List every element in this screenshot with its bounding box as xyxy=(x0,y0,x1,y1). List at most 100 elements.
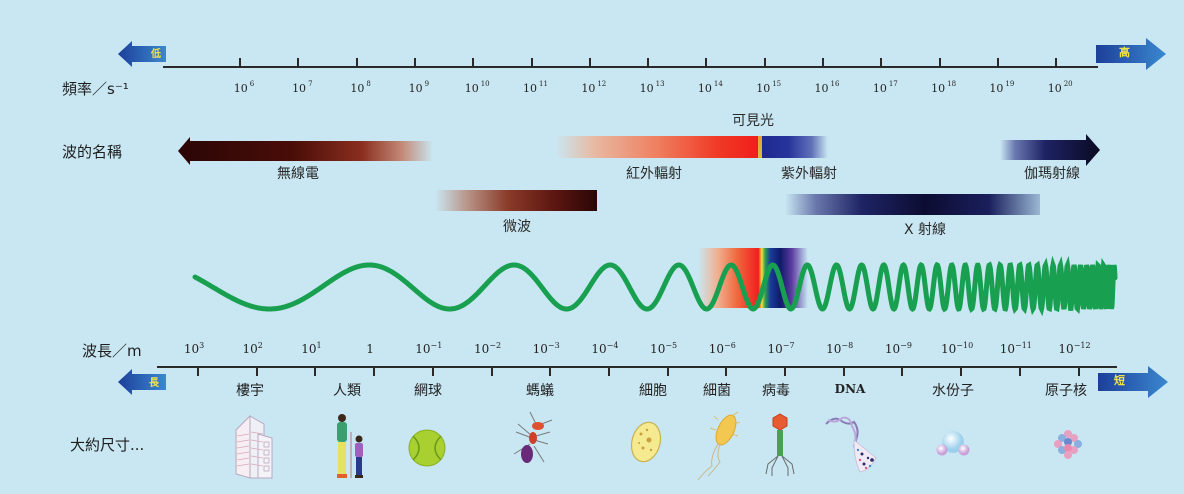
frequency-tick-label: 10 13 xyxy=(639,80,665,95)
object-label-building: 樓宇 xyxy=(236,383,264,399)
frequency-tick-label: 10 20 xyxy=(1047,80,1073,95)
frequency-tick xyxy=(705,58,708,67)
long-arrow-icon xyxy=(118,369,166,395)
wavelength-tick-label: 10−10 xyxy=(941,341,974,356)
low-label: 低 xyxy=(151,49,161,60)
wavelength-tick xyxy=(725,367,728,376)
frequency-tick xyxy=(938,58,941,67)
frequency-tick-label: 10 6 xyxy=(233,80,255,95)
high-label: 高 xyxy=(1119,46,1130,59)
frequency-tick xyxy=(763,58,766,67)
wavelength-tick-label: 10−4 xyxy=(591,341,619,356)
short-label: 短 xyxy=(1114,374,1125,387)
wavelength-tick xyxy=(549,367,552,376)
wave-names-label: 波的名稱 xyxy=(62,143,123,161)
frequency-tick xyxy=(996,58,999,67)
wavelength-tick-label: 10−11 xyxy=(999,341,1032,356)
object-label-water-molecule: 水份子 xyxy=(932,383,974,399)
wave-illustration xyxy=(192,248,1118,317)
microwave-label: 微波 xyxy=(503,219,531,235)
wavelength-tick xyxy=(1077,367,1080,376)
frequency-tick xyxy=(355,58,358,67)
wavelength-tick xyxy=(842,367,845,376)
size-comparison-label: 大約尺寸... xyxy=(70,436,145,454)
ultraviolet-label: 紫外輻射 xyxy=(781,166,837,182)
wavelength-tick xyxy=(255,367,258,376)
frequency-axis-label: 頻率／s⁻¹ xyxy=(62,80,129,98)
frequency-tick-label: 10 7 xyxy=(292,80,313,95)
visible-light-label: 可見光 xyxy=(732,113,774,129)
wavelength-tick-label: 1 xyxy=(366,342,374,356)
wavelength-tick xyxy=(431,367,434,376)
frequency-tick-label: 10 8 xyxy=(350,80,371,95)
atomic-nucleus-icon xyxy=(1054,430,1082,459)
gamma-label: 伽瑪射線 xyxy=(1024,166,1080,182)
frequency-tick xyxy=(880,58,883,67)
frequency-tick-label: 10 18 xyxy=(931,80,957,95)
frequency-tick xyxy=(647,58,650,67)
frequency-tick-label: 10 10 xyxy=(464,80,490,95)
water-molecule-icon xyxy=(936,431,970,456)
infrared-band xyxy=(555,136,758,158)
gamma-band xyxy=(1000,134,1100,166)
radio-band xyxy=(178,137,433,165)
wavelength-axis-label: 波長／m xyxy=(82,342,142,360)
wavelength-tick xyxy=(784,367,786,376)
xray-band xyxy=(785,194,1040,215)
building-icon xyxy=(235,414,273,479)
virus-icon xyxy=(765,413,795,476)
visible-light-band xyxy=(758,136,762,158)
tennis-ball-icon xyxy=(408,429,446,467)
wavelength-tick-label: 10−6 xyxy=(708,341,736,356)
frequency-tick xyxy=(588,58,591,67)
long-label: 長 xyxy=(149,378,159,389)
frequency-tick xyxy=(413,58,416,67)
wavelength-tick xyxy=(1018,367,1021,376)
cell-icon xyxy=(630,421,662,463)
frequency-tick-label: 10 11 xyxy=(523,80,548,95)
object-label-humans: 人類 xyxy=(333,383,361,399)
object-label-tennis-ball: 網球 xyxy=(414,383,442,399)
radio-label: 無線電 xyxy=(277,166,319,182)
frequency-tick xyxy=(822,58,824,67)
humans-icon xyxy=(337,414,363,478)
microwave-band xyxy=(435,190,597,211)
object-label-atomic-nucleus: 原子核 xyxy=(1045,383,1087,399)
object-label-dna: DNA xyxy=(834,382,866,396)
object-label-bacteria: 細菌 xyxy=(703,383,731,399)
wavelength-tick-label: 10−12 xyxy=(1058,341,1091,356)
wavelength-tick-label: 10−2 xyxy=(473,341,502,356)
wavelength-tick xyxy=(490,367,493,376)
frequency-tick xyxy=(1055,58,1058,67)
frequency-tick-label: 10 19 xyxy=(989,80,1015,95)
wavelength-tick-label: 102 xyxy=(242,341,263,356)
bacteria-icon xyxy=(697,411,741,481)
frequency-tick-label: 10 9 xyxy=(408,80,430,95)
xray-label: X 射線 xyxy=(903,222,947,238)
wavelength-tick-label: 10−1 xyxy=(415,341,443,356)
wavelength-tick xyxy=(314,367,317,376)
frequency-tick xyxy=(297,58,300,67)
wavelength-tick xyxy=(607,367,610,376)
object-label-ant: 螞蟻 xyxy=(526,383,554,399)
frequency-axis-line xyxy=(163,66,1098,68)
wavelength-tick xyxy=(666,367,669,376)
ant-icon xyxy=(513,411,553,463)
wavelength-tick-label: 101 xyxy=(301,341,322,356)
wavelength-tick xyxy=(373,367,376,376)
infrared-label: 紅外輻射 xyxy=(626,166,682,182)
low-arrow-icon xyxy=(118,41,166,67)
wavelength-tick-label: 10−9 xyxy=(884,341,912,356)
wavelength-tick-label: 10−8 xyxy=(826,341,854,356)
frequency-tick-label: 10 17 xyxy=(872,80,898,95)
frequency-tick-label: 10 15 xyxy=(756,80,782,95)
frequency-tick-label: 10 12 xyxy=(581,80,607,95)
wavelength-tick-label: 103 xyxy=(183,341,205,356)
frequency-tick xyxy=(530,58,533,67)
wavelength-tick xyxy=(960,367,963,376)
frequency-tick xyxy=(472,58,475,67)
wavelength-tick xyxy=(901,367,904,376)
object-label-virus: 病毒 xyxy=(762,383,790,399)
dna-icon xyxy=(825,416,877,473)
high-arrow-icon xyxy=(1096,38,1166,70)
